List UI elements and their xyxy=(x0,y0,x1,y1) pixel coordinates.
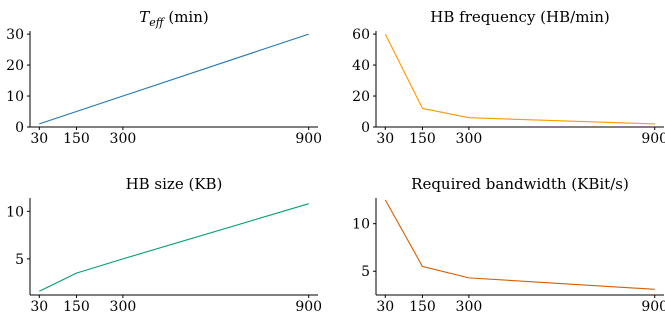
x-tick-label: 900 xyxy=(641,299,665,315)
y-tick-label: 20 xyxy=(352,89,370,105)
y-tick-label: 0 xyxy=(15,120,24,136)
title-symbol: T xyxy=(139,8,150,26)
subplot-hb-frequency: HB frequency (HB/min) 30 150 300 900 0 20 40 60 xyxy=(352,8,665,147)
x-tick-label: 30 xyxy=(30,299,48,315)
x-tick-label: 300 xyxy=(456,131,483,147)
series-line xyxy=(384,199,655,290)
y-tick-label: 40 xyxy=(352,58,370,74)
x-tick-label: 150 xyxy=(63,131,90,147)
x-tick-label: 30 xyxy=(376,131,394,147)
chart-title: HB size (KB) xyxy=(126,175,223,193)
y-tick-label: 5 xyxy=(361,264,370,280)
x-tick-label: 900 xyxy=(295,299,322,315)
y-tick-label: 5 xyxy=(15,252,24,268)
x-tick-label: 150 xyxy=(409,131,436,147)
series-line xyxy=(39,203,309,292)
x-tick-label: 300 xyxy=(110,131,137,147)
x-tick-label: 900 xyxy=(641,131,665,147)
series-line xyxy=(39,33,309,125)
x-tick-label: 30 xyxy=(376,299,394,315)
title-suffix: (min) xyxy=(164,8,209,26)
y-tick-label: 30 xyxy=(6,27,24,43)
x-tick-label: 300 xyxy=(456,299,483,315)
chart-title: Teff (min) xyxy=(139,8,208,29)
x-tick-label: 30 xyxy=(30,131,48,147)
y-tick-label: 10 xyxy=(6,89,24,105)
x-tick-label: 900 xyxy=(295,131,322,147)
chart-title: Required bandwidth (KBit/s) xyxy=(411,175,629,193)
subplot-teff: Teff (min) 30 150 300 900 0 10 20 30 xyxy=(6,8,322,147)
chart-title: HB frequency (HB/min) xyxy=(430,8,609,26)
y-tick-label: 0 xyxy=(361,120,370,136)
y-tick-label: 60 xyxy=(352,27,370,43)
y-tick-label: 10 xyxy=(352,217,370,233)
x-tick-label: 150 xyxy=(409,299,436,315)
y-tick-label: 10 xyxy=(6,204,24,220)
x-tick-label: 150 xyxy=(63,299,90,315)
y-tick-label: 20 xyxy=(6,58,24,74)
subplot-required-bandwidth: Required bandwidth (KBit/s) 30 150 300 900 5 1… xyxy=(352,175,665,315)
subplot-hb-size: HB size (KB) 30 150 300 900 5 10 xyxy=(6,175,322,315)
title-subscript: eff xyxy=(149,16,166,29)
series-line xyxy=(384,33,655,125)
x-tick-label: 300 xyxy=(110,299,137,315)
